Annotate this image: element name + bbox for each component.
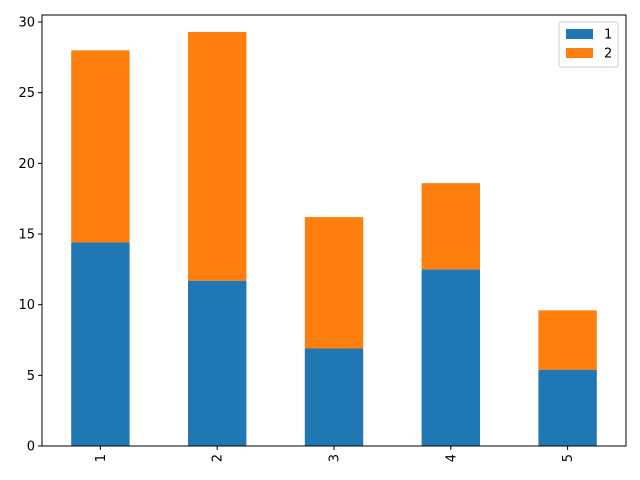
y-tick-label-10: 10 [18,298,35,313]
bar-series-1-category-1 [71,242,130,446]
x-tick-label-3: 3 [328,454,343,462]
bar-series-2-category-1 [71,50,130,243]
legend-swatch-1 [566,29,593,39]
bar-series-1-category-5 [538,369,597,446]
y-tick-label-25: 25 [18,86,35,101]
bar-series-2-category-3 [304,217,364,349]
x-tick-label-1: 1 [94,454,109,462]
y-tick-label-0: 0 [27,440,35,455]
y-tick-label-30: 30 [18,16,35,31]
y-tick-label-20: 20 [18,157,35,172]
legend-label-1: 1 [604,28,612,43]
y-tick-label-15: 15 [18,228,35,243]
bar-series-1-category-2 [188,280,247,446]
bar-series-2-category-4 [421,183,480,270]
x-tick-label-5: 5 [561,454,576,462]
bars [71,31,597,446]
x-tick-label-2: 2 [211,454,226,462]
legend-swatch-2 [566,48,593,58]
bar-series-1-category-3 [304,348,364,446]
x-tick-label-4: 4 [444,454,459,462]
legend: 12 [558,21,619,68]
legend-label-2: 2 [604,47,612,62]
bar-series-2-category-5 [538,310,597,370]
bar-series-2-category-2 [188,31,247,281]
y-tick-label-5: 5 [27,369,35,384]
bar-series-1-category-4 [421,269,480,446]
